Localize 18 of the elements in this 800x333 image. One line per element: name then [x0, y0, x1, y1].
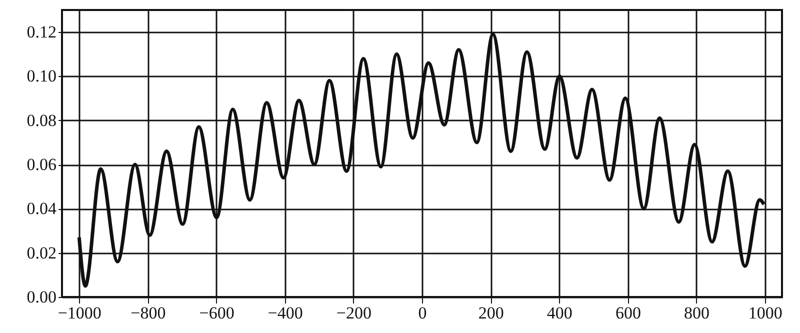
x-tick-label: 800: [684, 304, 710, 322]
x-tick-label: 600: [615, 304, 641, 322]
x-tick-label: −800: [130, 304, 166, 322]
x-tick-label: −600: [199, 304, 234, 322]
x-tick-label: 1000: [748, 304, 782, 322]
y-tick-label: 0.08: [26, 110, 56, 130]
x-tick-label: 200: [478, 304, 504, 322]
y-tick-label: 0.04: [26, 199, 57, 218]
x-tick-label: 0: [418, 304, 427, 322]
y-tick-label: 0.02: [26, 243, 56, 262]
y-tick-label: 0.12: [26, 22, 56, 42]
y-tick-label: 0.06: [26, 155, 56, 174]
x-tick-label: −400: [268, 304, 303, 322]
x-tick-label: −1000: [58, 304, 102, 322]
x-tick-label: −200: [336, 304, 372, 322]
y-tick-label: 0.10: [26, 66, 56, 86]
y-tick-label: 0.00: [26, 288, 56, 306]
x-tick-label: 400: [546, 304, 572, 322]
